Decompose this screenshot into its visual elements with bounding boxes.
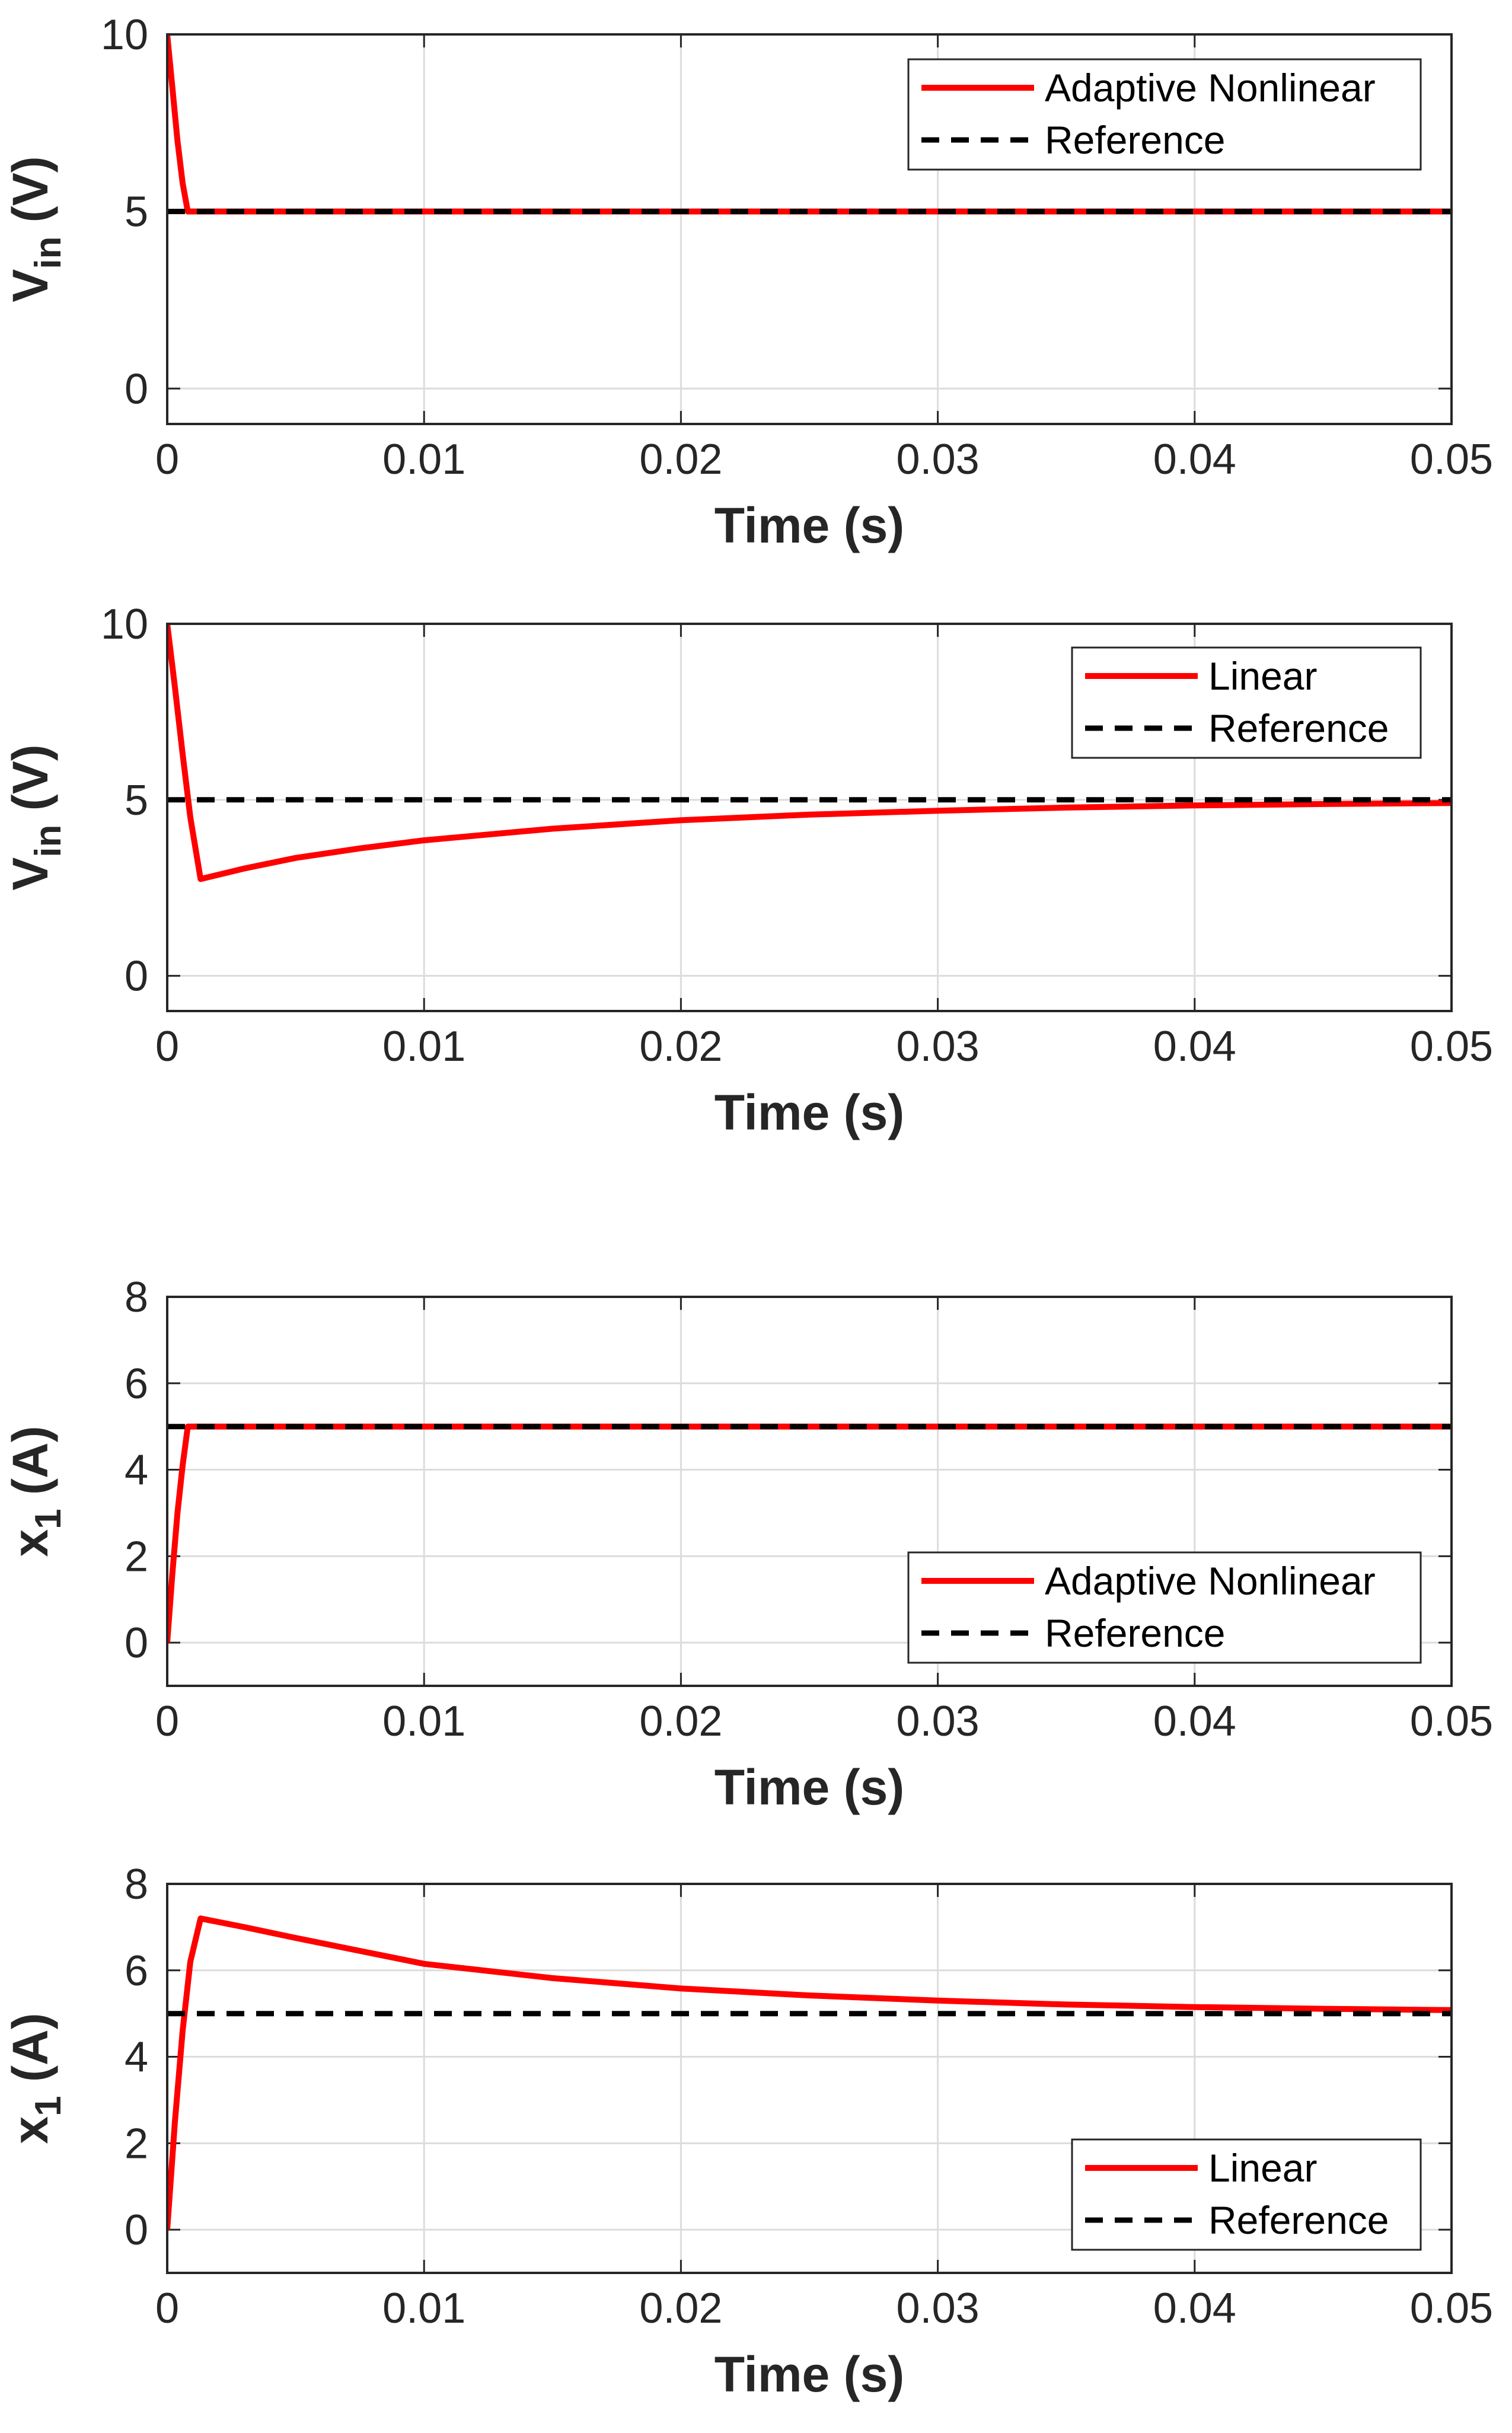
legend-label: Reference bbox=[1208, 706, 1389, 750]
y-tick-label: 6 bbox=[125, 1947, 148, 1995]
x-tick-label: 0.02 bbox=[639, 1023, 722, 1070]
legend-label: Reference bbox=[1208, 2198, 1389, 2242]
legend: Adaptive Nonlinear Reference bbox=[907, 1551, 1422, 1664]
x-tick-label: 0.01 bbox=[382, 436, 465, 483]
legend-box bbox=[1071, 646, 1422, 759]
y-tick-label: 6 bbox=[125, 1360, 148, 1408]
y-axis-label: Vin (V) bbox=[2, 744, 69, 890]
x-tick-label: 0 bbox=[155, 1023, 179, 1070]
y-axis-label: x1 (A) bbox=[2, 1426, 69, 1557]
y-axis-label: x1 (A) bbox=[2, 2013, 69, 2144]
y-tick-label: 2 bbox=[125, 1533, 148, 1580]
x-axis-label: Time (s) bbox=[714, 498, 905, 553]
axes-box bbox=[166, 1883, 1453, 2274]
x-tick-label: 0.03 bbox=[897, 1023, 980, 1070]
x-tick-label: 0.01 bbox=[382, 1698, 465, 1745]
y-tick-label: 5 bbox=[125, 189, 148, 236]
legend: Linear Reference bbox=[1071, 646, 1422, 759]
x-tick-label: 0.02 bbox=[639, 1698, 722, 1745]
x-tick-label: 0.03 bbox=[897, 1698, 980, 1745]
x-tick-label: 0.02 bbox=[639, 436, 722, 483]
chart-4: 0 0.01 0.02 0.03 0.04 0.05 0 2 4 6 8 Time (s) x1 (A)… bbox=[2, 1861, 1493, 2402]
series-line-adaptive-nonlinear bbox=[167, 34, 1452, 215]
x-axis-label: Time (s) bbox=[714, 2346, 905, 2402]
y-tick-label: 4 bbox=[125, 1447, 148, 1494]
series-line-linear bbox=[167, 1915, 1452, 2230]
y-tick-label: 0 bbox=[125, 365, 148, 413]
x-tick-label: 0.05 bbox=[1410, 436, 1493, 483]
legend: Adaptive Nonlinear Reference bbox=[907, 58, 1422, 171]
legend-box bbox=[1071, 2138, 1422, 2251]
legend: Linear Reference bbox=[1071, 2138, 1422, 2251]
y-tick-label: 5 bbox=[125, 777, 148, 824]
x-axis-label: Time (s) bbox=[714, 1759, 905, 1815]
chart-3: 0 0.01 0.02 0.03 0.04 0.05 0 2 4 6 8 Time (s) x1 (A)… bbox=[2, 1274, 1493, 1815]
x-tick-label: 0.03 bbox=[897, 436, 980, 483]
axes-box bbox=[166, 33, 1453, 425]
x-tick-label: 0.01 bbox=[382, 1023, 465, 1070]
x-tick-label: 0.02 bbox=[639, 2285, 722, 2332]
y-tick-label: 0 bbox=[125, 953, 148, 1000]
x-axis-label: Time (s) bbox=[714, 1085, 905, 1140]
legend-label: Linear bbox=[1208, 654, 1317, 698]
legend-label: Adaptive Nonlinear bbox=[1045, 1559, 1376, 1603]
x-tick-label: 0.01 bbox=[382, 2285, 465, 2332]
x-tick-label: 0.04 bbox=[1153, 2285, 1236, 2332]
y-tick-label: 10 bbox=[101, 601, 148, 648]
y-tick-label: 0 bbox=[125, 1619, 148, 1667]
x-tick-label: 0 bbox=[155, 2285, 179, 2332]
y-tick-label: 0 bbox=[125, 2206, 148, 2254]
x-tick-label: 0.04 bbox=[1153, 436, 1236, 483]
y-tick-label: 2 bbox=[125, 2120, 148, 2167]
legend-box bbox=[907, 1551, 1422, 1664]
series-line-linear bbox=[167, 624, 1452, 882]
y-axis-label: Vin (V) bbox=[2, 156, 69, 302]
legend-label: Adaptive Nonlinear bbox=[1045, 66, 1376, 110]
y-tick-label: 10 bbox=[101, 11, 148, 59]
chart-1: 0 0.01 0.02 0.03 0.04 0.05 0 5 10 Time (s) Vin (V)… bbox=[2, 11, 1493, 553]
x-tick-label: 0.05 bbox=[1410, 1698, 1493, 1745]
chart-2: 0 0.01 0.02 0.03 0.04 0.05 0 5 10 Time (s) Vin (V)… bbox=[2, 601, 1493, 1140]
y-tick-label: 8 bbox=[125, 1274, 148, 1321]
legend-label: Reference bbox=[1045, 118, 1226, 162]
x-tick-label: 0.03 bbox=[897, 2285, 980, 2332]
axes-box bbox=[166, 1296, 1453, 1687]
axes-box bbox=[166, 623, 1453, 1012]
legend-label: Reference bbox=[1045, 1611, 1226, 1655]
y-tick-label: 8 bbox=[125, 1861, 148, 1908]
series-line-adaptive-nonlinear bbox=[167, 1423, 1452, 1643]
x-tick-label: 0.05 bbox=[1410, 2285, 1493, 2332]
x-tick-label: 0.04 bbox=[1153, 1698, 1236, 1745]
x-tick-label: 0 bbox=[155, 436, 179, 483]
legend-label: Linear bbox=[1208, 2146, 1317, 2190]
x-tick-label: 0.04 bbox=[1153, 1023, 1236, 1070]
legend-box bbox=[907, 58, 1422, 171]
x-tick-label: 0.05 bbox=[1410, 1023, 1493, 1070]
x-tick-label: 0 bbox=[155, 1698, 179, 1745]
y-tick-label: 4 bbox=[125, 2034, 148, 2081]
